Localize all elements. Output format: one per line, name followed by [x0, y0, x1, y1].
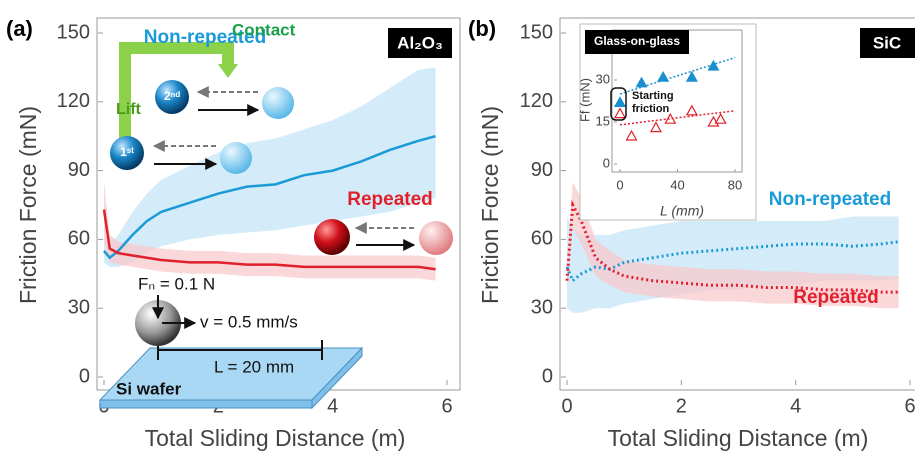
point — [685, 70, 698, 82]
y-tick-label: 150 — [57, 21, 90, 43]
y-tick-label: 120 — [57, 90, 90, 112]
x-tick-label: 0 — [561, 395, 572, 417]
series-label: Repeated — [347, 189, 433, 210]
x-tick-label: 0 — [616, 177, 623, 192]
label-box — [585, 30, 689, 54]
fit-line — [619, 110, 736, 126]
point — [664, 112, 677, 124]
x-tick-label: 40 — [670, 177, 684, 192]
ball — [262, 87, 294, 119]
series-label: Repeated — [793, 287, 879, 308]
wafer-edge — [311, 346, 363, 410]
ball — [155, 80, 189, 114]
series-label: Non-repeated — [144, 27, 266, 48]
point — [625, 129, 638, 141]
point — [613, 96, 627, 108]
point — [657, 70, 670, 82]
y-tick-label: 60 — [531, 228, 553, 250]
annotation: friction — [632, 103, 670, 115]
series-label: Non-repeated — [769, 189, 891, 210]
x-tick-label: 80 — [728, 177, 742, 192]
illustration — [98, 42, 453, 410]
point — [714, 112, 727, 124]
inset-title: Glass-on-glass — [594, 34, 680, 48]
ball — [419, 221, 453, 255]
annotation: 1ˢᵗ — [120, 145, 134, 159]
x-tick-label: 6 — [441, 395, 452, 417]
highlight — [610, 87, 627, 121]
y-tick-label: 120 — [520, 90, 553, 112]
annotation: Lift — [116, 101, 142, 118]
ball — [135, 300, 181, 346]
line — [103, 134, 436, 260]
annotation: v = 0.5 mm/s — [200, 312, 298, 331]
inset-frame — [579, 23, 757, 221]
x-tick-label: 6 — [904, 395, 915, 417]
x-tick-label: 2 — [676, 395, 687, 417]
y-axis-label: Friction Force (mN) — [477, 106, 503, 304]
x-tick-label: 4 — [790, 395, 801, 417]
error-band — [104, 67, 436, 267]
annotation: Starting — [632, 90, 674, 102]
point — [649, 121, 662, 133]
annotation: 2ⁿᵈ — [164, 89, 180, 103]
point — [635, 76, 648, 88]
error-band — [567, 182, 899, 309]
annotation: Contact — [232, 20, 296, 39]
point — [707, 59, 720, 71]
material: Al₂O₃ — [397, 33, 443, 52]
fit-line — [619, 56, 736, 95]
y-tick-label: 30 — [68, 296, 90, 318]
y-tick-label: 30 — [596, 71, 610, 86]
y-tick-label: 150 — [520, 21, 553, 43]
y-axis-label: Friction Force (mN) — [15, 106, 41, 304]
ball — [110, 136, 144, 170]
lift-arrow — [119, 42, 234, 140]
ball — [220, 142, 252, 174]
material: SiC — [873, 33, 901, 52]
error-band — [104, 182, 436, 281]
y-axis-label: Ff (mN) — [577, 78, 592, 122]
x-axis-label: Total Sliding Distance (m) — [608, 425, 869, 451]
point — [613, 107, 627, 119]
y-tick-label: 60 — [68, 228, 90, 250]
annotation: Si wafer — [116, 379, 182, 398]
y-tick-label: 15 — [596, 113, 610, 128]
x-axis-label: Total Sliding Distance (m) — [145, 425, 406, 451]
y-tick-label: 90 — [531, 159, 553, 181]
annotation: Fₙ = 0.1 N — [138, 274, 215, 293]
arrow-head — [218, 64, 238, 78]
label-box — [388, 28, 452, 58]
plot-layer: 0306090120150024603060901201500246 — [57, 21, 915, 417]
panel-label: (a) — [6, 16, 33, 41]
x-tick-label: 4 — [327, 395, 338, 417]
y-tick-label: 0 — [542, 365, 553, 387]
y-tick-label: 90 — [68, 159, 90, 181]
ball — [314, 219, 350, 255]
x-axis-label: L (mm) — [660, 203, 704, 219]
y-tick-label: 30 — [531, 296, 553, 318]
frame — [559, 17, 915, 391]
y-tick-label: 0 — [79, 365, 90, 387]
annotation: L = 20 mm — [214, 357, 294, 376]
label-box — [860, 28, 915, 58]
y-tick-label: 0 — [603, 155, 610, 170]
wafer-edge — [99, 399, 313, 409]
point — [685, 104, 698, 116]
panel-label: (b) — [468, 16, 496, 41]
line — [102, 209, 436, 271]
